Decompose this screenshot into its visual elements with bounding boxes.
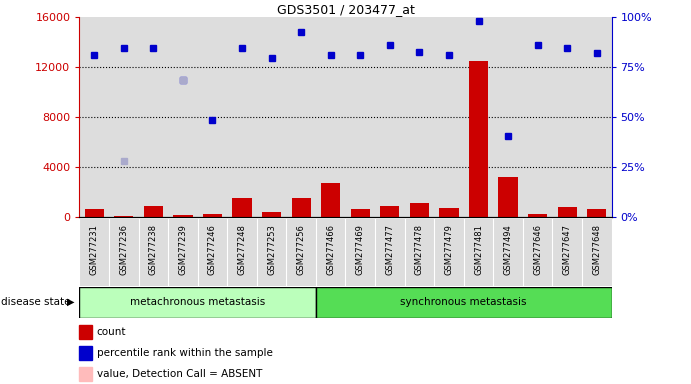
Text: GSM277239: GSM277239 xyxy=(178,224,187,275)
Text: disease state: disease state xyxy=(1,297,71,307)
Bar xyxy=(316,17,346,217)
Text: metachronous metastasis: metachronous metastasis xyxy=(130,297,265,307)
Bar xyxy=(346,17,375,217)
Bar xyxy=(316,219,346,286)
Bar xyxy=(79,17,109,217)
Bar xyxy=(109,219,139,286)
Bar xyxy=(375,17,405,217)
Bar xyxy=(552,219,582,286)
Bar xyxy=(114,216,133,217)
Bar xyxy=(493,17,523,217)
Text: GSM277494: GSM277494 xyxy=(504,224,513,275)
Text: GSM277477: GSM277477 xyxy=(386,224,395,275)
Text: GSM277253: GSM277253 xyxy=(267,224,276,275)
Bar xyxy=(292,198,311,217)
Text: GSM277479: GSM277479 xyxy=(444,224,453,275)
Text: GSM277466: GSM277466 xyxy=(326,224,335,275)
Bar xyxy=(405,219,434,286)
Text: GSM277236: GSM277236 xyxy=(120,224,129,275)
Text: GSM277646: GSM277646 xyxy=(533,224,542,275)
Bar xyxy=(464,17,493,217)
Bar xyxy=(168,219,198,286)
Text: GSM277478: GSM277478 xyxy=(415,224,424,275)
Bar xyxy=(257,17,286,217)
Bar xyxy=(286,17,316,217)
Bar xyxy=(84,210,104,217)
Text: ▶: ▶ xyxy=(67,297,75,307)
Text: GSM277231: GSM277231 xyxy=(90,224,99,275)
Bar xyxy=(144,206,163,217)
FancyBboxPatch shape xyxy=(316,287,612,318)
Bar xyxy=(523,219,552,286)
Bar xyxy=(464,219,493,286)
Text: count: count xyxy=(97,327,126,337)
Bar xyxy=(286,219,316,286)
Bar xyxy=(552,17,582,217)
Text: value, Detection Call = ABSENT: value, Detection Call = ABSENT xyxy=(97,369,262,379)
FancyBboxPatch shape xyxy=(79,287,316,318)
Bar xyxy=(350,210,370,217)
Title: GDS3501 / 203477_at: GDS3501 / 203477_at xyxy=(276,3,415,16)
Bar xyxy=(203,215,222,217)
Bar xyxy=(198,219,227,286)
Bar xyxy=(405,17,434,217)
Bar xyxy=(262,212,281,217)
Bar xyxy=(346,219,375,286)
Bar xyxy=(439,208,459,217)
Bar xyxy=(582,219,612,286)
Bar xyxy=(173,215,193,217)
Bar xyxy=(227,17,257,217)
Text: GSM277238: GSM277238 xyxy=(149,224,158,275)
Text: GSM277469: GSM277469 xyxy=(356,224,365,275)
Bar xyxy=(434,219,464,286)
Text: GSM277248: GSM277248 xyxy=(238,224,247,275)
Bar xyxy=(321,183,341,217)
Bar xyxy=(168,17,198,217)
Text: GSM277481: GSM277481 xyxy=(474,224,483,275)
Text: percentile rank within the sample: percentile rank within the sample xyxy=(97,348,273,358)
Bar xyxy=(227,219,257,286)
Bar xyxy=(587,210,607,217)
Bar xyxy=(558,207,577,217)
Text: GSM277256: GSM277256 xyxy=(296,224,305,275)
Bar xyxy=(198,17,227,217)
Bar xyxy=(79,219,109,286)
Bar xyxy=(109,17,139,217)
Bar xyxy=(380,206,399,217)
Bar xyxy=(232,198,252,217)
Text: GSM277648: GSM277648 xyxy=(592,224,601,275)
Bar xyxy=(375,219,405,286)
Bar xyxy=(410,203,429,217)
Bar xyxy=(139,17,168,217)
Text: GSM277246: GSM277246 xyxy=(208,224,217,275)
Bar xyxy=(523,17,552,217)
Bar xyxy=(469,61,488,217)
Bar xyxy=(139,219,168,286)
Bar xyxy=(257,219,286,286)
Bar xyxy=(582,17,612,217)
Bar xyxy=(493,219,523,286)
Bar xyxy=(498,177,518,217)
Text: GSM277647: GSM277647 xyxy=(562,224,571,275)
Bar xyxy=(434,17,464,217)
Bar xyxy=(528,215,547,217)
Text: synchronous metastasis: synchronous metastasis xyxy=(401,297,527,307)
